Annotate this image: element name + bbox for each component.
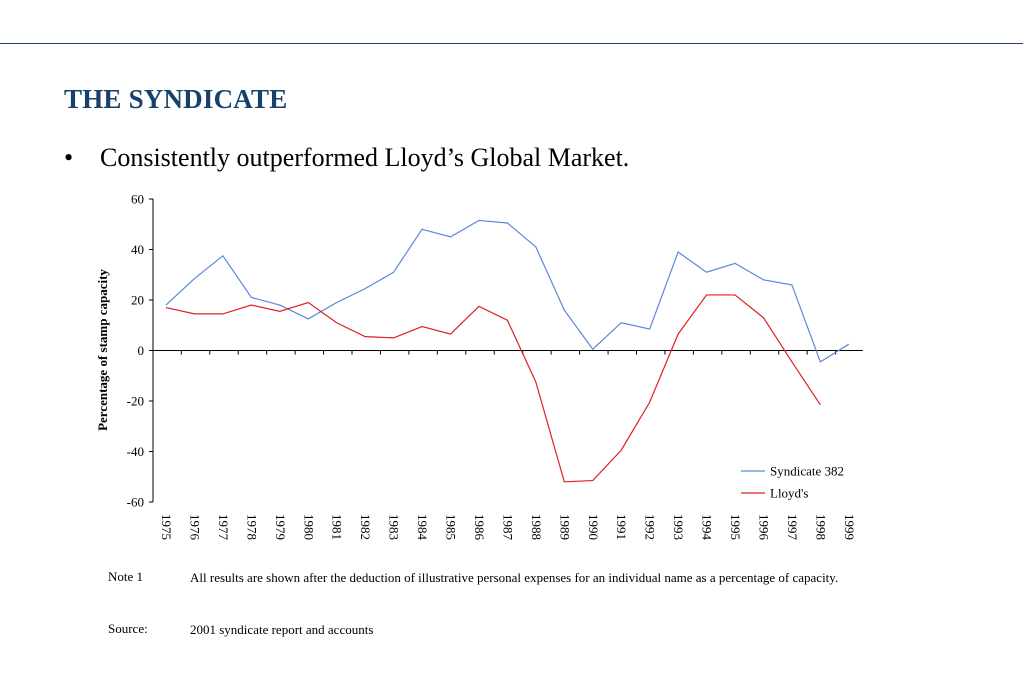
note-text: All results are shown after the deductio… xyxy=(190,570,839,585)
x-tick-label: 1985 xyxy=(444,514,459,540)
x-tick-label: 1998 xyxy=(813,514,828,540)
x-tick-label: 1980 xyxy=(301,514,316,540)
x-tick-label: 1982 xyxy=(358,514,373,540)
y-tick-label: -40 xyxy=(127,444,144,459)
y-tick-label: 60 xyxy=(131,192,144,207)
header-rule xyxy=(0,43,1023,44)
legend-label: Lloyd's xyxy=(770,486,808,501)
x-tick-label: 1992 xyxy=(643,514,658,540)
line-chart: 60 40 20 0 -20 -40 -60 Percentage of stamp capa… xyxy=(95,192,863,541)
x-tick-label: 1987 xyxy=(500,514,515,541)
x-tick-label: 1976 xyxy=(187,514,202,541)
x-tick-label: 1989 xyxy=(557,514,572,540)
x-tick-label: 1991 xyxy=(614,514,629,540)
y-tick-label: 20 xyxy=(131,293,144,308)
bullet-text: Consistently outperformed Lloyd’s Global… xyxy=(100,143,630,172)
source-label: Source: xyxy=(108,621,148,636)
x-tick-label: 1988 xyxy=(529,514,544,540)
y-tick-label: -20 xyxy=(127,394,144,409)
x-tick-label: 1990 xyxy=(586,514,601,540)
slide-title: THE SYNDICATE xyxy=(64,84,288,114)
x-tick-label: 1999 xyxy=(842,514,857,540)
x-tick-label: 1983 xyxy=(387,514,402,540)
series-line xyxy=(165,294,821,483)
y-axis-label: Percentage of stamp capacity xyxy=(95,269,110,431)
series-line xyxy=(165,219,850,363)
x-tick-label: 1981 xyxy=(330,514,345,540)
y-tick-label: 0 xyxy=(138,343,145,358)
legend-label: Syndicate 382 xyxy=(770,464,844,479)
note-label: Note 1 xyxy=(108,569,144,584)
x-tick-label: 1996 xyxy=(756,514,771,541)
x-tick-label: 1994 xyxy=(700,514,715,541)
x-tick-label: 1984 xyxy=(415,514,430,541)
y-tick-label: 40 xyxy=(131,242,144,257)
x-tick-label: 1977 xyxy=(216,514,231,541)
bullet-dot: • xyxy=(64,143,74,172)
x-tick-label: 1995 xyxy=(728,514,743,540)
x-tick-label: 1993 xyxy=(671,514,686,540)
x-tick-label: 1978 xyxy=(244,514,259,540)
x-tick-label: 1997 xyxy=(785,514,800,541)
x-tick-label: 1986 xyxy=(472,514,487,541)
x-tick-label: 1975 xyxy=(159,514,174,540)
source-text: 2001 syndicate report and accounts xyxy=(190,622,374,637)
x-tick-label: 1979 xyxy=(273,514,288,540)
y-tick-label: -60 xyxy=(127,495,144,510)
